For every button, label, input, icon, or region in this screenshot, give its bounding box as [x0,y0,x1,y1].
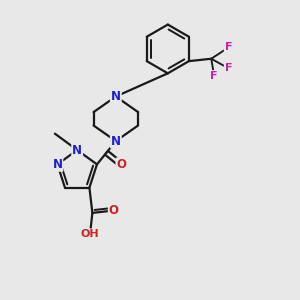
Text: N: N [52,158,62,171]
Text: F: F [225,43,232,52]
Text: O: O [116,158,126,171]
Text: OH: OH [81,229,99,239]
Text: N: N [72,143,82,157]
Text: O: O [109,204,119,217]
Text: N: N [111,90,121,103]
Text: N: N [111,135,121,148]
Text: F: F [211,71,218,81]
Text: F: F [225,63,232,73]
